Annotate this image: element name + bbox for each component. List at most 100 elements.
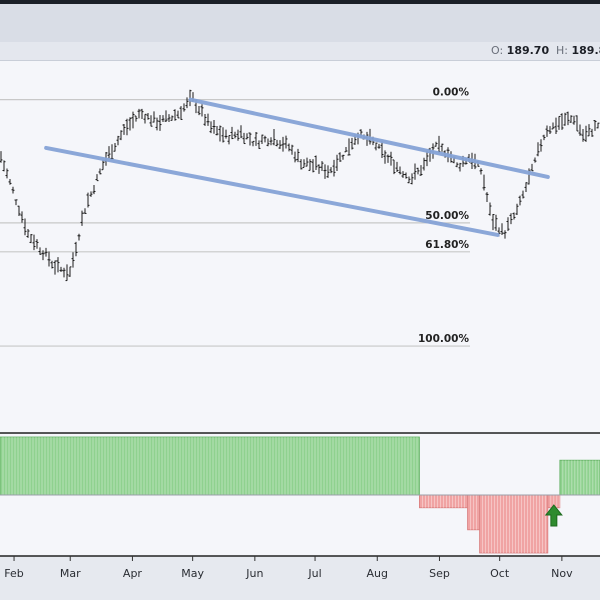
x-axis-tick-label: Jul [307,567,321,580]
high-label: H: [556,44,568,57]
price-bar [44,247,48,257]
price-bar [299,159,303,170]
price-bar [218,125,222,142]
price-bar [425,150,429,167]
price-bar [515,203,519,216]
x-axis-tick-label: Apr [123,567,143,580]
price-bar [137,108,141,119]
price-bar [524,182,528,192]
histogram-negative-block [479,494,549,554]
price-bar [182,103,186,112]
price-bar [317,164,321,174]
price-bars [0,89,600,282]
price-bar [23,218,27,236]
price-bar [134,115,138,122]
trend-channel-upper [188,97,550,179]
price-bar [389,151,393,166]
price-bar [308,159,312,171]
price-bar [404,172,408,179]
price-bar [212,119,216,134]
price-bar [26,229,30,238]
price-bar [71,252,75,268]
price-bar [74,241,78,257]
price-bar [53,260,57,275]
price-bar [146,113,150,120]
price-bar [29,234,33,244]
ohlc-readout: O: 189.70 H: 189.8 [0,42,600,61]
price-bar [413,163,417,180]
price-bar [329,167,333,174]
open-readout: O: 189.70 [491,44,549,57]
price-bar [512,212,516,220]
price-bar [392,159,396,175]
x-axis-tick-label: Oct [490,567,510,580]
price-bar [92,185,96,195]
price-bar [422,157,426,171]
price-bar [215,125,219,136]
price-bar [347,138,351,156]
price-bar [209,121,213,134]
price-bar [173,109,177,121]
price-bar [569,115,573,123]
price-bar [296,148,300,163]
price-bar [35,239,39,249]
price-bar [77,233,81,241]
x-axis: Feb Mar Apr May Jun Jul Aug Sep Oct Nov [4,556,573,580]
price-bar [407,176,411,184]
price-bar [251,140,255,147]
price-bar [17,205,21,216]
price-bar [65,264,69,282]
price-bar [518,195,522,206]
histogram-positive-block [0,436,420,496]
price-bar [203,113,207,126]
price-bar [596,122,600,129]
price-bar [491,214,495,231]
price-bar [0,151,3,163]
price-bar [20,211,24,223]
price-bar [563,112,567,126]
fib-level-label: 50.00% [425,210,469,222]
price-bar [311,159,315,173]
price-bar [320,161,324,171]
price-bar [11,186,15,194]
price-bar [509,213,513,225]
price-bar [338,152,342,162]
price-bar [386,154,390,163]
price-bar [593,120,597,131]
price-bar [521,190,525,199]
open-value: 189.70 [506,44,550,57]
price-bar [239,125,243,139]
open-label: O: [491,44,504,57]
window-top-bar [0,0,600,4]
price-bar [374,142,378,151]
price-bar [281,136,285,152]
price-bar [176,110,180,119]
price-bar [62,267,66,278]
price-bar [485,192,489,202]
price-bar [254,131,258,146]
price-panel [0,61,600,433]
x-axis-tick-label: Mar [60,567,81,580]
price-bar [401,171,405,178]
price-bar [272,129,276,146]
price-bar [206,113,210,126]
price-bar [263,135,267,143]
price-bar [68,266,72,277]
price-bar [533,157,537,163]
price-bar [416,167,420,175]
price-bar [377,143,381,149]
x-axis-tick-label: May [181,567,204,580]
price-bar [398,166,402,175]
price-bar [149,115,153,127]
histogram-positive-block [559,459,600,496]
price-bar [314,155,318,171]
price-bar [488,202,492,216]
price-bar [557,115,561,130]
price-bar [539,139,543,152]
price-bar [578,124,582,136]
price-bar [383,150,387,164]
price-bar [500,223,504,235]
price-bar [434,141,438,147]
price-bar [560,113,564,130]
